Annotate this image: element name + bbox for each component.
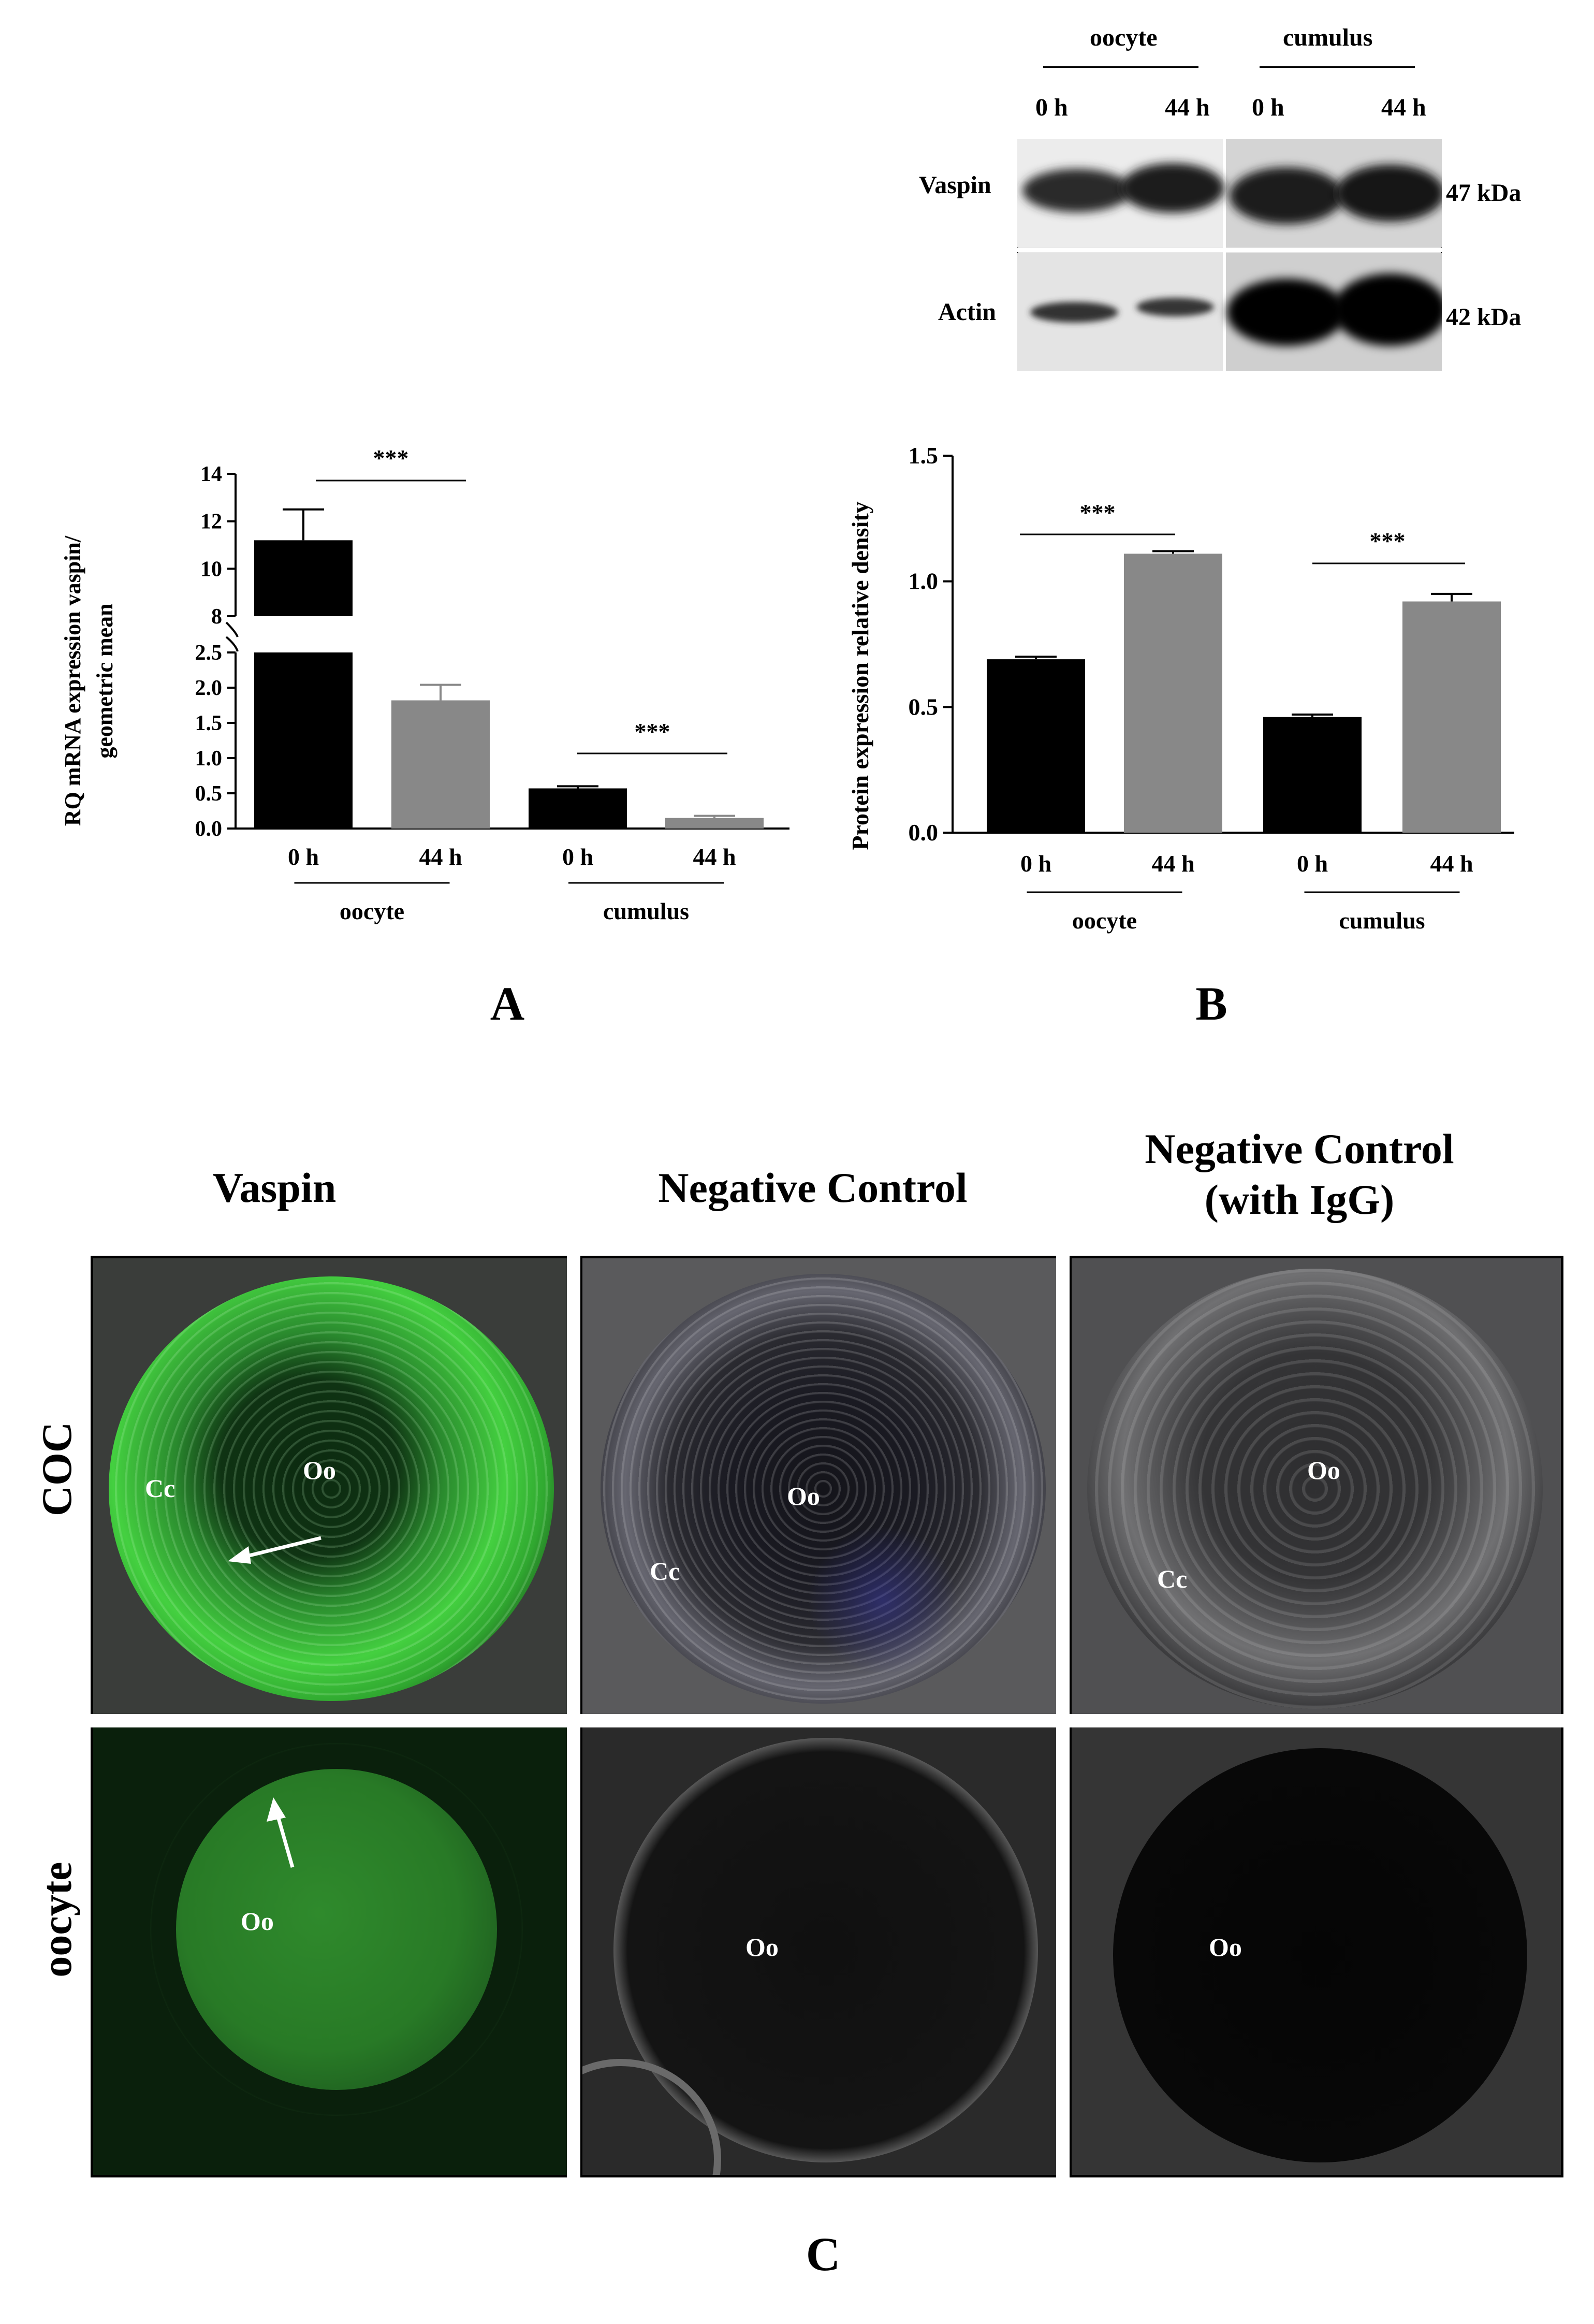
arrow-icon [228,1536,321,1564]
x-tick-label: 44 h [1151,850,1194,877]
label-cc: Cc [145,1474,176,1503]
micrograph-coc-vaspin: Oo Cc [93,1258,567,1714]
axis-break-mark [225,621,239,637]
col-header-negative-control-igg: Negative Control (with IgG) [1066,1124,1532,1226]
y-tick-label: 2.0 [195,676,223,700]
x-tick-label: 0 h [288,844,319,870]
significance-label: *** [1080,499,1116,526]
x-tick-label: 0 h [1297,850,1328,877]
y-tick-label: 1.5 [909,442,939,469]
micrograph-coc-negative-control: Oo Cc [582,1258,1056,1714]
wb-lane-3: 0 h [1252,94,1284,121]
axis-break-mark [225,636,239,652]
arrow-icon [267,1797,295,1868]
y-tick-label: 1.5 [195,711,223,735]
y-tick-label: 2.5 [195,641,223,665]
group-label-cumulus: cumulus [1339,907,1425,934]
y-tick-label: 0.5 [909,693,939,720]
wb-group-line-cumulus [1260,66,1415,68]
y-tick-label: 12 [200,510,222,534]
label-oo: Oo [1209,1933,1242,1962]
significance-label: *** [373,445,409,471]
label-oo: Oo [787,1481,820,1510]
label-oo: Oo [303,1456,336,1485]
wb-group-line-oocyte [1043,66,1198,68]
wb-lane-1: 0 h [1035,94,1068,121]
bar [529,788,627,829]
bar [254,540,353,616]
micrograph-oocyte-negative-control: Oo [582,1727,1056,2175]
row-label-oocyte: oocyte [33,1862,80,1978]
x-tick-label: 0 h [562,844,593,870]
y-tick-label: 1.0 [195,747,223,771]
x-tick-label: 44 h [419,844,462,870]
group-label-oocyte: oocyte [340,898,404,924]
wb-row-actin: Actin [938,298,996,326]
wb-blot-image [1017,139,1442,371]
col-header-negative-control: Negative Control [658,1164,968,1211]
bar [1402,601,1501,833]
group-label-oocyte: oocyte [1072,907,1137,934]
bar [987,659,1085,833]
bar [254,652,353,829]
label-cc: Cc [650,1557,680,1586]
panel-a-ylabel-line2: geometric mean [92,603,118,759]
micrograph-coc-negative-control-igg: Oo Cc [1072,1258,1561,1714]
group-label-cumulus: cumulus [603,898,689,924]
y-tick-label: 0.0 [195,817,223,841]
x-tick-label: 44 h [693,844,736,870]
row-label-coc: COC [33,1421,80,1517]
wb-size-47: 47 kDa [1446,179,1522,207]
y-tick-label: 8 [211,605,222,629]
wb-group-cumulus: cumulus [1283,24,1373,51]
label-oo: Oo [745,1933,779,1962]
y-tick-label: 0.0 [909,819,939,846]
bar [391,700,490,829]
wb-size-42: 42 kDa [1446,303,1522,331]
panel-a-chart: 0.0 0.5 1.0 1.5 2.0 2.5 8 10 12 14 0 h 44 h 0 h 44 h o… [195,445,789,924]
col-header-igg-line1: Negative Control [1145,1125,1454,1172]
wb-lane-4: 44 h [1381,94,1426,121]
micrograph-oocyte-vaspin: Oo [93,1727,567,2175]
wb-group-oocyte: oocyte [1090,24,1158,51]
x-tick-label: 44 h [1430,850,1473,877]
bar [1263,717,1362,833]
label-oo: Oo [1307,1456,1340,1485]
micrograph-oocyte-negative-control-igg: Oo [1072,1727,1561,2175]
y-tick-label: 0.5 [195,782,223,806]
panel-a-ylabel: RQ mRNA expression vaspin/ geometric mea… [57,422,129,940]
wb-row-vaspin: Vaspin [919,171,991,199]
y-tick-label: 14 [200,462,222,486]
panel-a-label: A [490,977,525,1030]
x-tick-label: 0 h [1020,850,1051,877]
y-tick-label: 10 [200,557,222,581]
panel-a-ylabel-line1: RQ mRNA expression vaspin/ [60,535,85,826]
panel-b-label: B [1195,977,1227,1030]
label-oo: Oo [241,1907,274,1936]
panel-b-chart: 0.0 0.5 1.0 1.5 0 h 44 h 0 h 44 h oocyte cumulus *… [909,442,1514,934]
panel-c-label: C [806,2228,841,2281]
wb-lane-2: 44 h [1165,94,1210,121]
significance-label: *** [635,718,670,745]
bar [665,818,764,829]
significance-label: *** [1370,528,1406,554]
bar [1124,554,1222,833]
col-header-vaspin: Vaspin [212,1164,337,1211]
label-cc: Cc [1157,1564,1188,1593]
y-tick-label: 1.0 [909,568,939,594]
col-header-igg-line2: (with IgG) [1204,1176,1395,1224]
